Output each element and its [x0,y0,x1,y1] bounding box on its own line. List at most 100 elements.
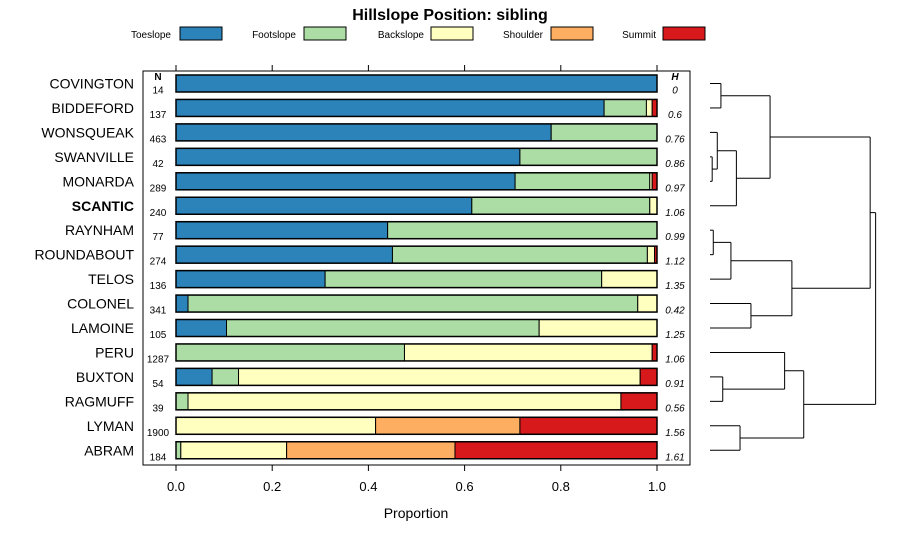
n-label-scantic: 240 [150,208,167,219]
bar-segment-scantic-backslope [649,196,658,215]
legend-swatch-footslope [303,26,347,41]
plot-frame [142,70,691,466]
h-label-biddeford: 0.6 [668,110,682,121]
bar-outline-raynham [175,220,658,240]
h-label-swanville: 0.86 [665,159,685,170]
n-label-buxton: 54 [152,379,164,390]
h-label-buxton: 0.91 [665,379,684,390]
bar-segment-raynham-footslope [387,221,658,240]
bar-segment-biddeford-toeslope [175,98,605,117]
bar-segment-telos-toeslope [175,270,326,289]
bar-segment-abram-shoulder [286,441,456,460]
row-label-wonsqueak: WONSQUEAK [41,124,134,140]
bar-outline-roundabout [175,245,658,264]
bar-segment-raynham-toeslope [175,221,389,240]
row-label-roundabout: ROUNDABOUT [34,247,134,263]
row-label-colonel: COLONEL [67,296,134,312]
bar-outline-ragmuff [175,392,658,411]
bar-segment-ragmuff-backslope [187,392,622,411]
row-label-covington: COVINGTON [49,76,134,92]
bar-segment-roundabout-footslope [391,245,648,264]
bar-segment-buxton-toeslope [175,367,213,386]
bar-segment-buxton-footslope [211,367,240,386]
h-label-scantic: 1.06 [665,208,685,219]
bar-segment-ragmuff-footslope [175,392,189,411]
n-label-covington: 14 [152,86,164,97]
h-label-peru: 1.06 [665,354,685,365]
legend-label-toeslope: Toeslope [131,30,171,41]
x-tick-label: 0.6 [456,479,474,494]
bar-outline-lyman [175,416,658,436]
bar-area [175,74,658,460]
row-label-swanville: SWANVILLE [54,149,134,165]
n-label-telos: 136 [150,281,167,292]
n-label-roundabout: 274 [150,257,167,268]
bar-segment-lyman-summit [519,416,658,435]
legend-swatch-summit [662,26,706,41]
legend-label-footslope: Footslope [252,30,296,41]
legend-swatch-backslope [430,26,474,41]
row-labels: COVINGTON 14 0 BIDDEFORD 137 0.6 WONSQUEAK 463 0… [34,76,685,464]
bar-segment-ragmuff-summit [620,392,658,411]
x-axis-title: Proportion [384,505,449,521]
bar-segment-covington-toeslope [175,74,658,93]
x-axis: 0.0 0.2 0.4 0.6 0.8 1.0 [167,65,666,494]
bar-segment-colonel-backslope [637,294,658,313]
bar-segment-lamoine-footslope [226,319,540,337]
row-label-abram: ABRAM [84,442,134,458]
n-label-colonel: 341 [150,306,167,317]
bar-segment-abram-summit [454,441,658,460]
bar-outline-buxton [175,367,658,387]
row-label-monarda: MONARDA [62,173,134,189]
bar-outline-wonsqueak [175,123,658,142]
row-label-scantic: SCANTIC [72,198,134,214]
bar-segment-buxton-summit [639,367,658,386]
n-label-peru: 1287 [147,354,170,365]
bar-segment-peru-backslope [403,343,653,362]
legend-swatch-shoulder [550,26,594,41]
x-tick-label: 1.0 [648,479,666,494]
bar-outline-telos [175,269,658,289]
h-label-covington: 0 [672,86,678,97]
bar-segment-colonel-toeslope [175,294,189,313]
h-label-roundabout: 1.12 [665,257,685,268]
bar-segment-lyman-shoulder [375,416,521,435]
h-label-telos: 1.35 [665,281,685,292]
bar-segment-lamoine-backslope [538,319,658,337]
h-label-ragmuff: 0.56 [665,403,685,414]
n-header: N [154,72,161,83]
bar-segment-scantic-footslope [471,196,651,215]
x-tick-label: 0.8 [552,479,570,494]
legend-label-summit: Summit [622,30,656,41]
h-label-abram: 1.61 [665,452,684,463]
bar-segment-wonsqueak-toeslope [175,123,552,142]
bar-outline-covington [175,74,658,93]
x-tick-label: 0.2 [263,479,281,494]
row-label-ragmuff: RAGMUFF [65,393,134,409]
bar-segment-telos-footslope [324,270,603,289]
row-label-telos: TELOS [88,271,134,287]
bar-outline-swanville [175,147,658,167]
dendrogram [710,83,877,451]
n-label-biddeford: 137 [150,110,167,121]
bar-segment-lyman-backslope [175,416,377,435]
row-label-lyman: LYMAN [87,418,134,434]
h-label-colonel: 0.42 [665,306,685,317]
bar-segment-roundabout-backslope [646,245,656,264]
bar-outline-colonel [175,294,658,313]
bar-segment-monarda-toeslope [175,172,516,191]
h-label-wonsqueak: 0.76 [665,134,685,145]
n-label-abram: 184 [150,452,167,463]
bar-segment-telos-backslope [601,270,658,289]
h-label-lyman: 1.56 [665,428,685,439]
bar-outline-abram [175,441,658,460]
x-tick-label: 0.0 [167,479,185,494]
row-label-buxton: BUXTON [76,369,134,385]
bar-segment-swanville-footslope [519,147,658,166]
bar-segment-biddeford-backslope [645,98,653,117]
bar-segment-scantic-toeslope [175,196,473,215]
row-label-raynham: RAYNHAM [65,222,134,238]
bar-segment-peru-footslope [175,343,405,362]
bar-outline-peru [175,343,658,362]
